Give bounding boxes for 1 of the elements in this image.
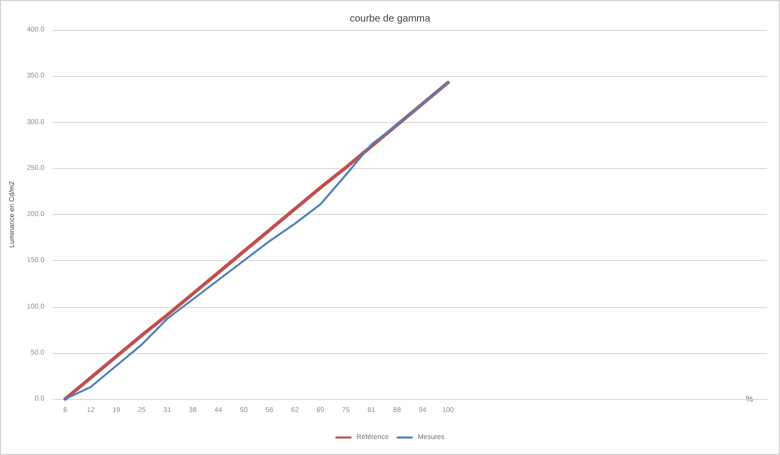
chart-title: courbe de gamma [350, 14, 431, 24]
